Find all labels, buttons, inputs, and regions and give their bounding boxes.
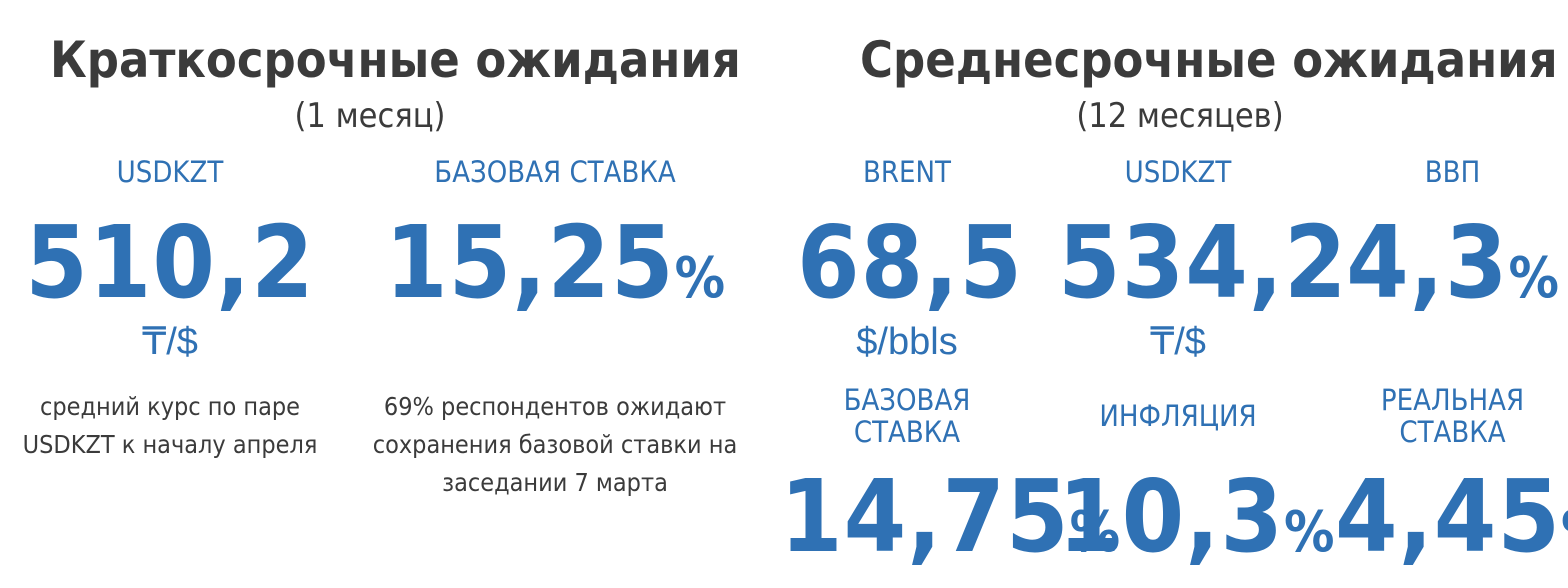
medium-term-subtitle: (12 месяцев) <box>1076 96 1284 136</box>
medium-usdkzt-unit: ₸/$ <box>1150 321 1206 363</box>
short-base-rate-label: БАЗОВАЯ СТАВКА <box>434 155 676 189</box>
short-usdkzt-note: средний курс по паре USDKZT к началу апр… <box>22 392 318 459</box>
inflation-label: ИНФЛЯЦИЯ <box>1099 399 1257 433</box>
medium-term-title: Среднесрочные ожидания <box>860 31 1558 89</box>
real-rate-label: РЕАЛЬНАЯ СТАВКА <box>1380 383 1525 449</box>
brent-value: 68,5 <box>797 204 1023 321</box>
short-base-rate-value: 15,25% <box>385 204 726 321</box>
medium-base-rate-label: БАЗОВАЯ СТАВКА <box>843 383 971 449</box>
short-usdkzt-unit: ₸/$ <box>142 321 198 363</box>
inflation-value: 10,3% <box>1058 458 1335 575</box>
gdp-label: ВВП <box>1424 155 1481 189</box>
short-usdkzt-label: USDKZT <box>116 155 224 189</box>
short-usdkzt-value: 510,2 <box>25 204 315 321</box>
real-rate-value: 4,45% <box>1335 458 1568 575</box>
medium-usdkzt-value: 534,2 <box>1058 204 1348 321</box>
short-base-rate-note: 69% респондентов ожидают сохранения базо… <box>372 392 738 497</box>
gdp-value: 4,3% <box>1346 204 1559 321</box>
medium-usdkzt-label: USDKZT <box>1124 155 1232 189</box>
short-term-subtitle: (1 месяц) <box>294 96 446 136</box>
brent-label: BRENT <box>863 155 951 189</box>
medium-base-rate-value: 14,75% <box>780 458 1121 575</box>
brent-unit: $/bbls <box>856 321 958 363</box>
short-term-title: Краткосрочные ожидания <box>50 31 741 89</box>
